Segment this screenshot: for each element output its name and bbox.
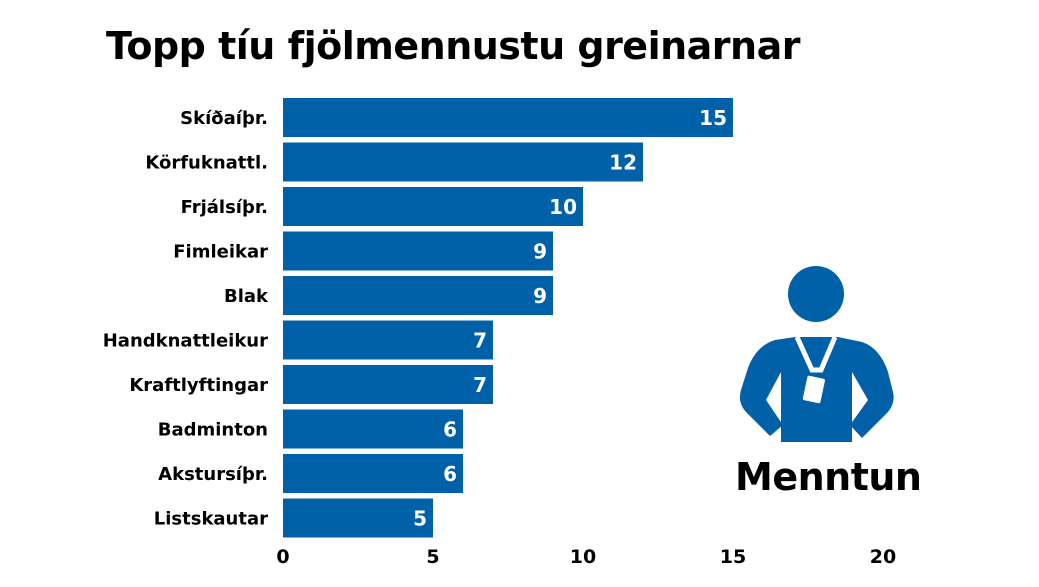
- category-label: Kraftlyftingar: [129, 375, 268, 396]
- bar: [283, 276, 553, 315]
- data-label: 12: [609, 151, 637, 175]
- figure-caption: Menntun: [735, 455, 922, 499]
- category-label: Skíðaíþr.: [180, 108, 268, 129]
- data-label: 10: [549, 195, 577, 219]
- bar: [283, 98, 733, 137]
- category-label: Listskautar: [154, 509, 268, 530]
- category-label: Fimleikar: [173, 242, 268, 263]
- data-label: 6: [443, 418, 457, 442]
- x-tick-label: 20: [870, 546, 896, 568]
- x-tick-label: 0: [276, 546, 289, 568]
- chart-title: Topp tíu fjölmennustu greinarnar: [106, 24, 800, 68]
- data-label: 7: [473, 373, 487, 397]
- x-tick-label: 15: [720, 546, 746, 568]
- data-label: 15: [699, 106, 727, 130]
- data-label: 5: [413, 507, 427, 531]
- data-label: 7: [473, 329, 487, 353]
- bar: [283, 454, 463, 493]
- data-label: 9: [533, 284, 547, 308]
- bar: [283, 187, 583, 226]
- data-label: 6: [443, 462, 457, 486]
- category-label: Blak: [224, 286, 269, 307]
- bar: [283, 231, 553, 271]
- bar: [283, 320, 493, 360]
- x-tick-label: 5: [426, 546, 439, 568]
- person-with-lanyard-icon: [739, 266, 894, 442]
- bar: [283, 409, 463, 449]
- category-label: Handknattleikur: [103, 331, 268, 352]
- category-label: Badminton: [158, 420, 268, 441]
- bar: [283, 142, 643, 182]
- x-tick-label: 10: [570, 546, 596, 568]
- data-label: 9: [533, 240, 547, 264]
- bar: [283, 365, 493, 404]
- category-label: Akstursíþr.: [158, 464, 268, 485]
- category-label: Körfuknattl.: [145, 153, 268, 174]
- bar: [283, 498, 433, 538]
- category-label: Frjálsíþr.: [181, 197, 268, 218]
